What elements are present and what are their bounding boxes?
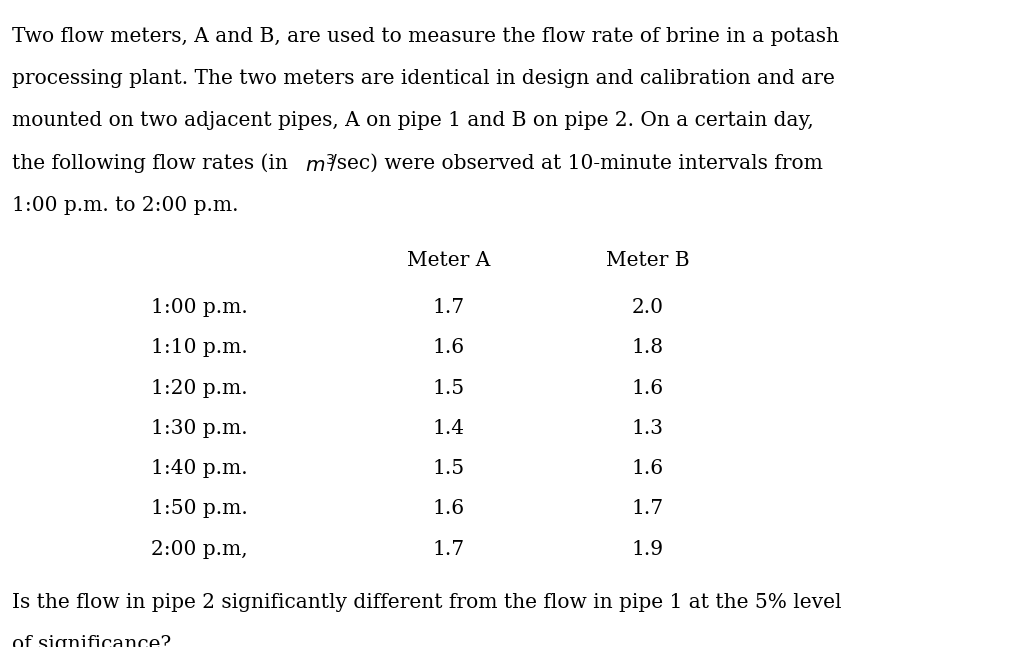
Text: the following flow rates (in: the following flow rates (in [12, 154, 295, 173]
Text: 1:00 p.m.: 1:00 p.m. [151, 298, 247, 317]
Text: 2.0: 2.0 [632, 298, 664, 317]
Text: Meter B: Meter B [606, 251, 690, 270]
Text: 1:40 p.m.: 1:40 p.m. [151, 459, 247, 478]
Text: 1:50 p.m.: 1:50 p.m. [151, 499, 247, 518]
Text: 1.6: 1.6 [632, 378, 664, 397]
Text: Two flow meters, A and B, are used to measure the flow rate of brine in a potash: Two flow meters, A and B, are used to me… [12, 27, 839, 45]
Text: 1.5: 1.5 [432, 378, 464, 397]
Text: 2:00 p.m,: 2:00 p.m, [151, 540, 247, 558]
Text: 1:00 p.m. to 2:00 p.m.: 1:00 p.m. to 2:00 p.m. [12, 196, 239, 215]
Text: 1.7: 1.7 [632, 499, 664, 518]
Text: 1:20 p.m.: 1:20 p.m. [151, 378, 247, 397]
Text: 1.5: 1.5 [432, 459, 464, 478]
Text: mounted on two adjacent pipes, A on pipe 1 and B on pipe 2. On a certain day,: mounted on two adjacent pipes, A on pipe… [12, 111, 814, 130]
Text: 1.8: 1.8 [632, 338, 664, 357]
Text: 1.3: 1.3 [632, 419, 664, 438]
Text: 1.6: 1.6 [432, 338, 464, 357]
Text: processing plant. The two meters are identical in design and calibration and are: processing plant. The two meters are ide… [12, 69, 834, 88]
Text: 1:30 p.m.: 1:30 p.m. [151, 419, 247, 438]
Text: 1.9: 1.9 [632, 540, 664, 558]
Text: Meter A: Meter A [406, 251, 490, 270]
Text: 1.4: 1.4 [432, 419, 464, 438]
Text: 1:10 p.m.: 1:10 p.m. [151, 338, 247, 357]
Text: $m^3$: $m^3$ [305, 154, 335, 175]
Text: 1.7: 1.7 [432, 298, 464, 317]
Text: 1.6: 1.6 [632, 459, 664, 478]
Text: of significance?: of significance? [12, 635, 172, 647]
Text: /sec) were observed at 10-minute intervals from: /sec) were observed at 10-minute interva… [330, 154, 823, 173]
Text: 1.7: 1.7 [432, 540, 464, 558]
Text: 1.6: 1.6 [432, 499, 464, 518]
Text: Is the flow in pipe 2 significantly different from the flow in pipe 1 at the 5% : Is the flow in pipe 2 significantly diff… [12, 593, 842, 611]
